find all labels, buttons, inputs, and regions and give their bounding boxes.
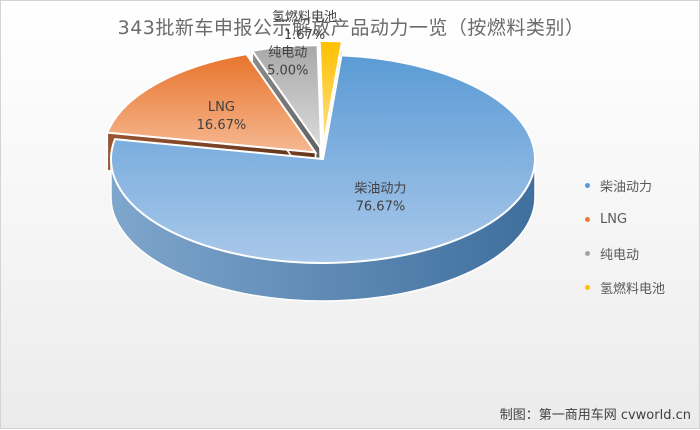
pie-slice bbox=[110, 54, 536, 264]
legend: 柴油动力 LNG 纯电动 氢燃料电池 bbox=[585, 177, 695, 313]
data-label-category: 柴油动力 bbox=[354, 181, 406, 196]
data-label-category: LNG bbox=[208, 100, 235, 115]
legend-marker-icon bbox=[585, 250, 590, 256]
pie-slice bbox=[105, 53, 318, 154]
data-label-category: 氢燃料电池 bbox=[272, 9, 337, 25]
legend-label: 柴油动力 bbox=[600, 179, 653, 195]
legend-marker-icon bbox=[585, 216, 590, 222]
pie-slice bbox=[250, 44, 323, 153]
legend-item: 纯电动 bbox=[585, 245, 695, 263]
data-label-value: 16.67% bbox=[197, 118, 247, 133]
legend-label: LNG bbox=[600, 211, 628, 227]
legend-label: 纯电动 bbox=[600, 247, 640, 263]
legend-label: 氢燃料电池 bbox=[600, 281, 666, 297]
data-label-category: 纯电动 bbox=[268, 45, 307, 60]
legend-item: 柴油动力 bbox=[585, 177, 695, 195]
data-label-value: 76.67% bbox=[356, 199, 406, 214]
data-label-value: 1.67% bbox=[284, 28, 325, 43]
legend-item: 氢燃料电池 bbox=[585, 279, 695, 297]
legend-marker-icon bbox=[585, 182, 590, 188]
legend-item: LNG bbox=[585, 211, 695, 227]
chart-title: 343批新车申报公示解放产品动力一览（按燃料类别） bbox=[117, 17, 585, 39]
legend-marker-icon bbox=[585, 284, 590, 290]
pie-slice bbox=[318, 40, 344, 146]
data-label-value: 5.00% bbox=[267, 63, 308, 78]
credit-text: 制图：第一商用车网 cvworld.cn bbox=[499, 408, 691, 423]
